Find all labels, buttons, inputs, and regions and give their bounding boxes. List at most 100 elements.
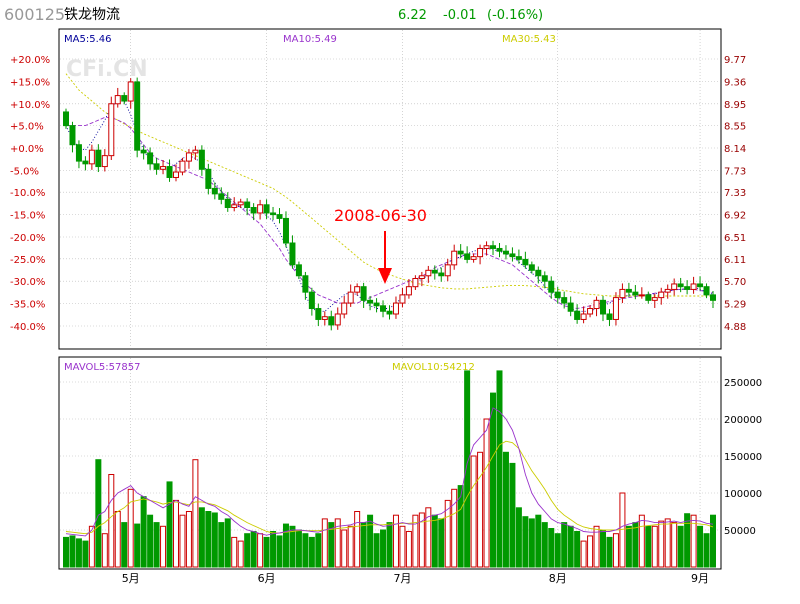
- volume-ma-lines: [65, 407, 714, 537]
- candle-body-up: [587, 308, 594, 315]
- y-right-tick-label: 9.36: [724, 77, 746, 88]
- candle-body-down: [496, 247, 503, 252]
- candle: [658, 287, 665, 305]
- candle-body-down: [535, 269, 542, 277]
- candle-body-down: [561, 297, 568, 304]
- candle: [690, 276, 697, 294]
- volume-bar-up: [593, 525, 600, 568]
- volume-bar-down: [515, 507, 522, 568]
- volume-bar-up: [114, 511, 121, 568]
- candle-body-down: [224, 198, 231, 209]
- volume-bar-down: [554, 533, 561, 568]
- candle: [367, 295, 374, 311]
- candle: [231, 197, 238, 212]
- y-left-tick-label: -40.0%: [10, 322, 45, 333]
- y-left-tick-label: -10.0%: [10, 188, 45, 199]
- y-right-tick-label: 8.55: [724, 122, 746, 133]
- volume-bars: [63, 370, 716, 568]
- candle-body-down: [632, 291, 639, 296]
- candle-body-down: [541, 275, 548, 282]
- candle-body-up: [127, 81, 134, 102]
- candle-body-up: [392, 302, 399, 315]
- annotation-date: 2008-06-30: [334, 206, 427, 225]
- y-right-tick-label: 6.92: [724, 211, 746, 222]
- volume-bar-down: [95, 459, 102, 568]
- volume-bar-up: [321, 518, 328, 568]
- volume-bar-down: [490, 392, 497, 568]
- candle-body-up: [114, 95, 121, 105]
- candle: [567, 296, 574, 317]
- candle-body-down: [295, 264, 302, 277]
- month-tick-label: 8月: [549, 572, 567, 585]
- candle-body-up: [412, 277, 419, 288]
- price-grid: [60, 30, 720, 348]
- candle: [496, 243, 503, 258]
- candle-body-up: [418, 275, 425, 279]
- volume-bar-up: [237, 540, 244, 568]
- candle: [638, 287, 645, 299]
- candle-body-up: [231, 204, 238, 209]
- candle: [360, 282, 367, 308]
- candle: [612, 292, 619, 326]
- volume-bar-down: [509, 462, 516, 568]
- volume-bar-up: [690, 514, 697, 568]
- candle: [483, 241, 490, 256]
- volume-bar-down: [496, 370, 503, 568]
- volume-bar-down: [625, 525, 632, 568]
- candle-body-up: [690, 283, 697, 290]
- candle-body-down: [263, 204, 270, 214]
- volume-bar-down: [645, 525, 652, 568]
- candle: [697, 276, 704, 291]
- candle: [457, 244, 464, 259]
- volume-bar-down: [134, 523, 141, 568]
- volume-bar-down: [263, 536, 270, 568]
- candle: [69, 121, 76, 153]
- candle-body-down: [308, 291, 315, 310]
- candle-body-down: [567, 302, 574, 312]
- candle: [587, 305, 594, 318]
- candle: [431, 265, 438, 280]
- candle-body-up: [651, 297, 658, 301]
- candle-body-down: [528, 264, 535, 271]
- volume-bar-down: [528, 518, 535, 568]
- candle-body-down: [121, 95, 128, 102]
- volume-bar-down: [684, 513, 691, 568]
- y-right-tick-label: 6.11: [724, 255, 746, 266]
- candle-body-up: [658, 291, 665, 299]
- volume-bar-down: [69, 535, 76, 568]
- y-left-tick-label: -30.0%: [10, 277, 45, 288]
- candle: [502, 245, 509, 260]
- candle-body-up: [101, 155, 108, 168]
- month-axis-labels: 5月 6月 7月 8月 9月: [122, 572, 709, 585]
- candle-body-up: [257, 204, 264, 214]
- candle: [710, 291, 716, 308]
- candle-body-up: [619, 288, 626, 299]
- volume-bar-down: [697, 525, 704, 568]
- candle: [101, 149, 108, 172]
- candle: [606, 309, 613, 326]
- candle: [205, 163, 212, 195]
- candle-body-down: [574, 310, 581, 320]
- y-left-tick-label: -35.0%: [10, 300, 45, 311]
- candle: [127, 78, 134, 109]
- candle-body-down: [515, 256, 522, 260]
- candle-body-up: [334, 313, 341, 326]
- candle: [95, 144, 102, 173]
- legend-mavol5: MAVOL5:57857: [64, 362, 140, 373]
- volume-bar-up: [88, 525, 95, 568]
- candle-body-down: [289, 242, 296, 266]
- candle: [541, 271, 548, 289]
- candle-body-up: [237, 201, 244, 206]
- candle-body-down: [464, 253, 471, 260]
- volume-bar-up: [444, 499, 451, 568]
- candle: [244, 198, 251, 216]
- volume-bar-up: [172, 499, 179, 568]
- candle: [185, 149, 192, 169]
- candle: [276, 208, 283, 224]
- candle-body-down: [625, 288, 632, 293]
- candle: [263, 199, 270, 219]
- volume-bar-up: [405, 530, 412, 568]
- candle: [412, 275, 419, 290]
